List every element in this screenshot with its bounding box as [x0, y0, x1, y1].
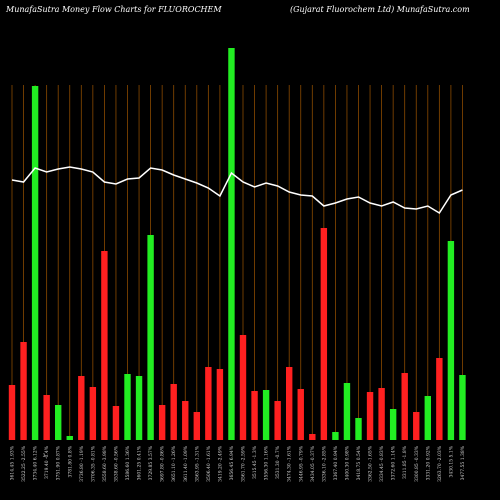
bar [112, 406, 120, 440]
bar [78, 376, 85, 440]
x-tick-label: 3651.10 -1.26% [171, 445, 177, 482]
x-tick-label: 3362.50 -1.65% [368, 445, 374, 482]
x-tick-label: 3751.90 0.87% [56, 445, 62, 480]
x-tick-label: 3611.40 -1.09% [183, 445, 189, 482]
bar [182, 401, 189, 440]
bar [193, 412, 200, 440]
bar [101, 251, 108, 440]
x-tick-label: 3706.35 -0.81% [90, 445, 96, 482]
x-tick-label: 3434.05 -0.37% [310, 445, 316, 482]
x-tick-label: 3558.60 -3.98% [102, 445, 108, 482]
bar [401, 373, 408, 440]
bar [170, 384, 177, 440]
bar [216, 369, 224, 440]
money-flow-line [11, 166, 463, 215]
bar [135, 376, 143, 440]
bar [274, 401, 281, 440]
bar [332, 432, 339, 440]
bar [366, 392, 374, 440]
bar [8, 385, 16, 440]
x-tick-label: 3729.85 3.57% [148, 445, 154, 480]
bar [309, 434, 316, 440]
x-tick-label: 3736.80 -1.19% [79, 445, 85, 482]
bar [389, 409, 397, 440]
x-tick-label: 3263.70 -2.03% [437, 445, 443, 482]
bar [378, 388, 385, 440]
bar [124, 374, 131, 440]
x-tick-label: 3446.95 -0.79% [298, 445, 304, 482]
x-tick-label: 3372.60 1.14% [391, 445, 397, 480]
x-tick-label: 3331.20 0.92% [425, 445, 431, 480]
bar [55, 405, 62, 440]
x-tick-label: 3531.30 -0.7% [275, 445, 281, 479]
bar [286, 367, 293, 440]
bar [320, 228, 328, 440]
x-tick-label: 3697.80 -0.86% [160, 445, 166, 482]
x-tick-label: 3538.60 -0.56% [113, 445, 119, 482]
bar [436, 358, 443, 440]
bar [343, 383, 351, 440]
chart-title: MunafaSutra Money Flow Charts for FLUORO… [5, 5, 222, 14]
bar [20, 342, 27, 440]
bar [43, 395, 50, 440]
bar [459, 375, 466, 440]
x-tick-label: 3586.60 1.36% [125, 445, 131, 480]
bar [297, 389, 304, 440]
bar [228, 48, 235, 440]
bar [424, 396, 431, 440]
bar [31, 86, 39, 440]
x-tick-label: 3563.95 -1.31% [194, 445, 200, 482]
x-tick-label: 3781.80 0.8% [67, 445, 73, 477]
bar [205, 367, 212, 440]
x-tick-label: 3734.40 6.12% [33, 445, 39, 480]
annotation: 3 [43, 453, 46, 459]
bar [447, 241, 455, 440]
x-tick-label: 3506.40 -1.61% [206, 445, 212, 482]
bar [413, 412, 420, 440]
bar [66, 436, 73, 440]
x-tick-label: 3336.10 -2.85% [321, 445, 327, 482]
bar [89, 387, 97, 440]
x-tick-label: 3334.45 -0.83% [379, 445, 385, 482]
chart-subtitle: (Gujarat Fluorochem Ltd) MunafaSutra.com [290, 5, 470, 14]
x-tick-label: 3477.55 1.38% [460, 445, 466, 480]
x-tick-label: 3522.25 -2.55% [21, 445, 27, 482]
x-tick-label: 3656.45 6.94% [229, 445, 235, 480]
bar [355, 418, 362, 440]
x-tick-label: 3601.25 0.41% [137, 445, 143, 480]
bar [262, 390, 270, 440]
x-tick-label: 3556.30 1.16% [264, 445, 270, 480]
x-tick-label: 3614.45 1.93% [10, 445, 16, 480]
x-tick-label: 3367.40 0.94% [333, 445, 339, 480]
x-tick-label: 3419.20 -2.49% [217, 445, 223, 482]
bar [147, 235, 154, 440]
x-tick-label: 3311.85 -1.8% [402, 445, 408, 479]
x-tick-label: 3400.30 0.98% [344, 445, 350, 480]
bar [239, 335, 247, 440]
bar [251, 391, 258, 440]
x-tick-label: 3474.30 -1.61% [287, 445, 293, 482]
x-tick-label: 3418.75 0.54% [356, 445, 362, 480]
bar [158, 405, 166, 440]
x-tick-label: 3561.70 -2.59% [241, 445, 247, 482]
x-tick-label: 3719.40 -0.4% [44, 445, 50, 479]
x-tick-label: 3300.85 -0.33% [414, 445, 420, 482]
x-tick-label: 3430.15 5.1% [448, 445, 454, 477]
x-tick-label: 3515.45 -1.3% [252, 445, 258, 479]
